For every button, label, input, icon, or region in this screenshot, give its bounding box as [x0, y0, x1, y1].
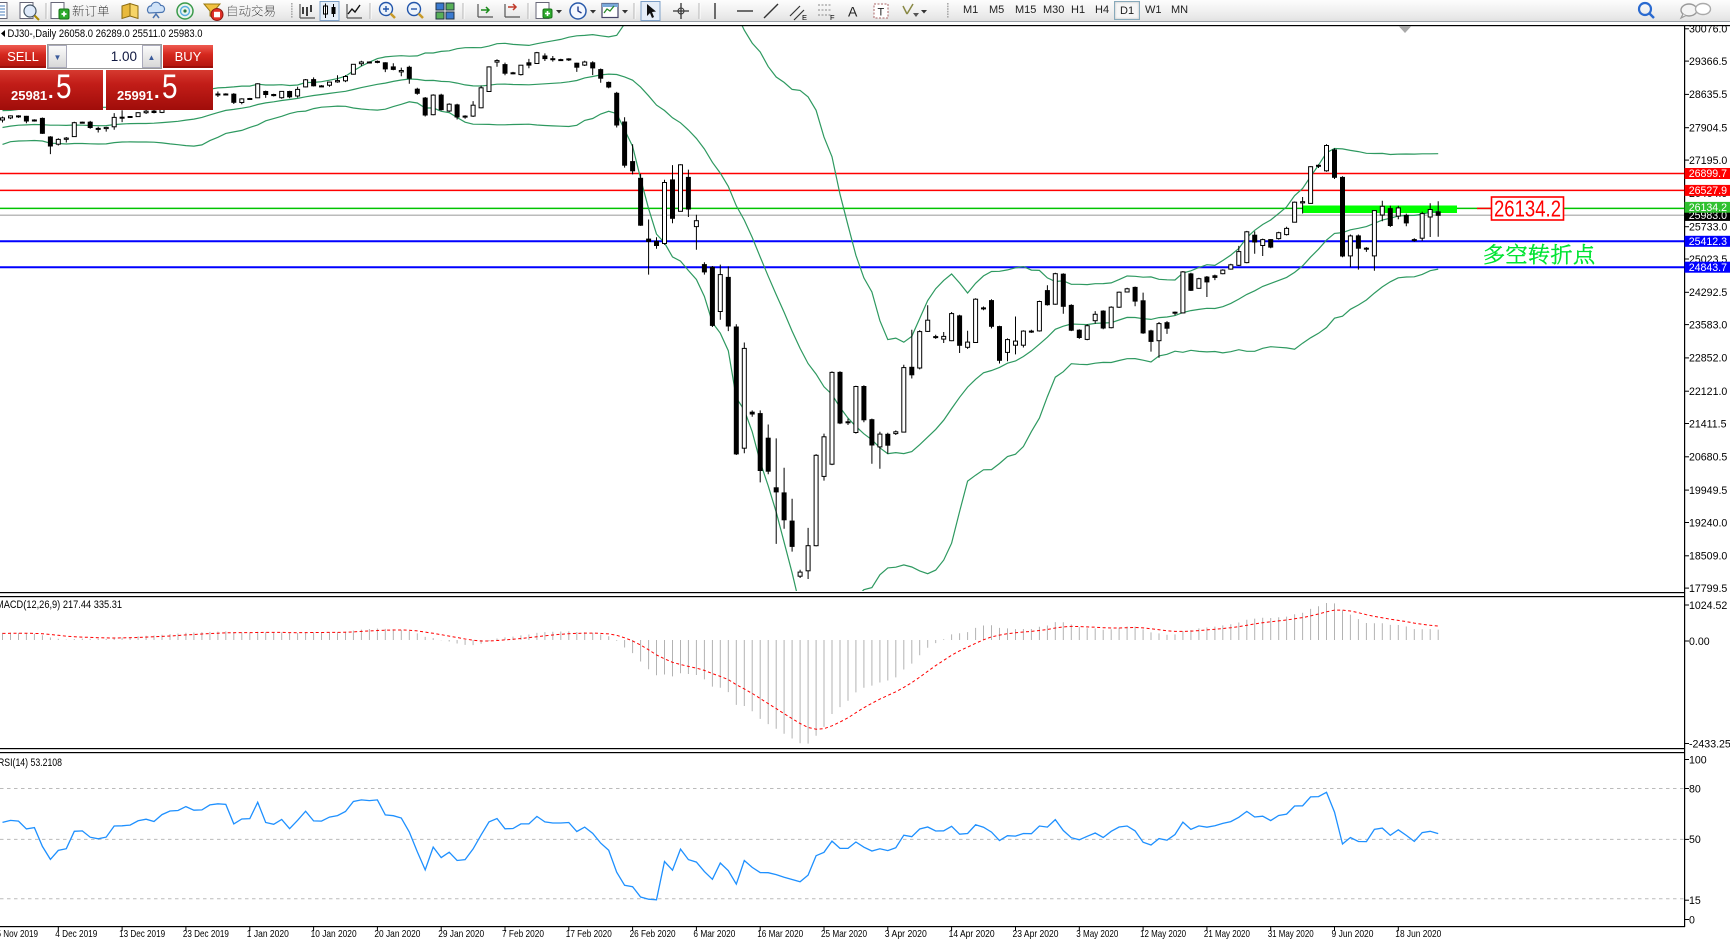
- svg-text:100: 100: [1689, 754, 1707, 766]
- svg-text:28635.5: 28635.5: [1689, 89, 1727, 101]
- svg-text:6 Mar 2020: 6 Mar 2020: [693, 929, 735, 940]
- svg-text:18 Jun 2020: 18 Jun 2020: [1395, 929, 1441, 940]
- svg-text:20680.5: 20680.5: [1689, 452, 1727, 464]
- svg-text:26134.2: 26134.2: [1689, 202, 1727, 214]
- svg-text:24843.7: 24843.7: [1689, 262, 1727, 274]
- svg-text:T: T: [878, 7, 885, 19]
- svg-text:0: 0: [1689, 914, 1695, 926]
- svg-text:22852.0: 22852.0: [1689, 353, 1727, 365]
- svg-text:0.00: 0.00: [1689, 636, 1710, 648]
- svg-text:19240.0: 19240.0: [1689, 517, 1727, 529]
- svg-text:26527.9: 26527.9: [1689, 185, 1727, 197]
- svg-text:7 Feb 2020: 7 Feb 2020: [502, 929, 544, 940]
- svg-text:25 Nov 2019: 25 Nov 2019: [0, 929, 38, 940]
- svg-text:A: A: [848, 4, 858, 20]
- svg-text:21 May 2020: 21 May 2020: [1204, 929, 1250, 940]
- svg-text:-2433.25: -2433.25: [1689, 738, 1730, 750]
- svg-text:23583.0: 23583.0: [1689, 319, 1727, 331]
- svg-text:3 May 2020: 3 May 2020: [1076, 929, 1118, 940]
- svg-text:10 Jan 2020: 10 Jan 2020: [311, 929, 357, 940]
- svg-text:80: 80: [1689, 783, 1701, 795]
- svg-text:3 Apr 2020: 3 Apr 2020: [885, 929, 927, 940]
- svg-text:12 May 2020: 12 May 2020: [1140, 929, 1186, 940]
- svg-text:24292.5: 24292.5: [1689, 287, 1727, 299]
- svg-text:25412.3: 25412.3: [1689, 236, 1727, 248]
- svg-text:29366.5: 29366.5: [1689, 56, 1727, 68]
- svg-text:17 Feb 2020: 17 Feb 2020: [566, 929, 612, 940]
- svg-text:23 Apr 2020: 23 Apr 2020: [1013, 929, 1059, 940]
- svg-text:20 Jan 2020: 20 Jan 2020: [374, 929, 420, 940]
- svg-text:27195.0: 27195.0: [1689, 155, 1727, 167]
- svg-text:17799.5: 17799.5: [1689, 583, 1727, 595]
- svg-text:22121.0: 22121.0: [1689, 386, 1727, 398]
- svg-text:19949.5: 19949.5: [1689, 485, 1727, 497]
- svg-text:29 Jan 2020: 29 Jan 2020: [438, 929, 484, 940]
- svg-text:26899.7: 26899.7: [1689, 168, 1727, 180]
- svg-text:1024.52: 1024.52: [1689, 600, 1727, 612]
- svg-text:E: E: [802, 13, 807, 22]
- svg-text:26 Feb 2020: 26 Feb 2020: [630, 929, 676, 940]
- svg-text:16 Mar 2020: 16 Mar 2020: [757, 929, 803, 940]
- svg-text:MACD(12,26,9) 217.44 335.31: MACD(12,26,9) 217.44 335.31: [0, 599, 122, 611]
- svg-text:DJ30-,Daily 26058.0 26289.0 2: DJ30-,Daily 26058.0 26289.0 25511.0 2598…: [8, 28, 203, 40]
- svg-text:F: F: [830, 13, 835, 22]
- svg-text:26134.2: 26134.2: [1494, 196, 1561, 222]
- svg-text:9 Jun 2020: 9 Jun 2020: [1332, 929, 1374, 940]
- svg-text:25 Mar 2020: 25 Mar 2020: [821, 929, 867, 940]
- svg-text:31 May 2020: 31 May 2020: [1268, 929, 1314, 940]
- svg-text:21411.5: 21411.5: [1689, 418, 1727, 430]
- svg-text:15: 15: [1689, 895, 1701, 907]
- svg-text:RSI(14) 53.2108: RSI(14) 53.2108: [0, 757, 62, 769]
- svg-text:27904.5: 27904.5: [1689, 123, 1727, 135]
- svg-text:1 Jan 2020: 1 Jan 2020: [247, 929, 289, 940]
- svg-text:23 Dec 2019: 23 Dec 2019: [183, 929, 229, 940]
- svg-text:25983.0: 25983.0: [1689, 210, 1727, 222]
- svg-text:30076.0: 30076.0: [1689, 24, 1727, 36]
- svg-text:14 Apr 2020: 14 Apr 2020: [949, 929, 995, 940]
- svg-text:50: 50: [1689, 834, 1701, 846]
- svg-text:25733.0: 25733.0: [1689, 222, 1727, 234]
- svg-text:4 Dec 2019: 4 Dec 2019: [55, 929, 97, 940]
- svg-text:18509.0: 18509.0: [1689, 551, 1727, 563]
- svg-text:13 Dec 2019: 13 Dec 2019: [119, 929, 165, 940]
